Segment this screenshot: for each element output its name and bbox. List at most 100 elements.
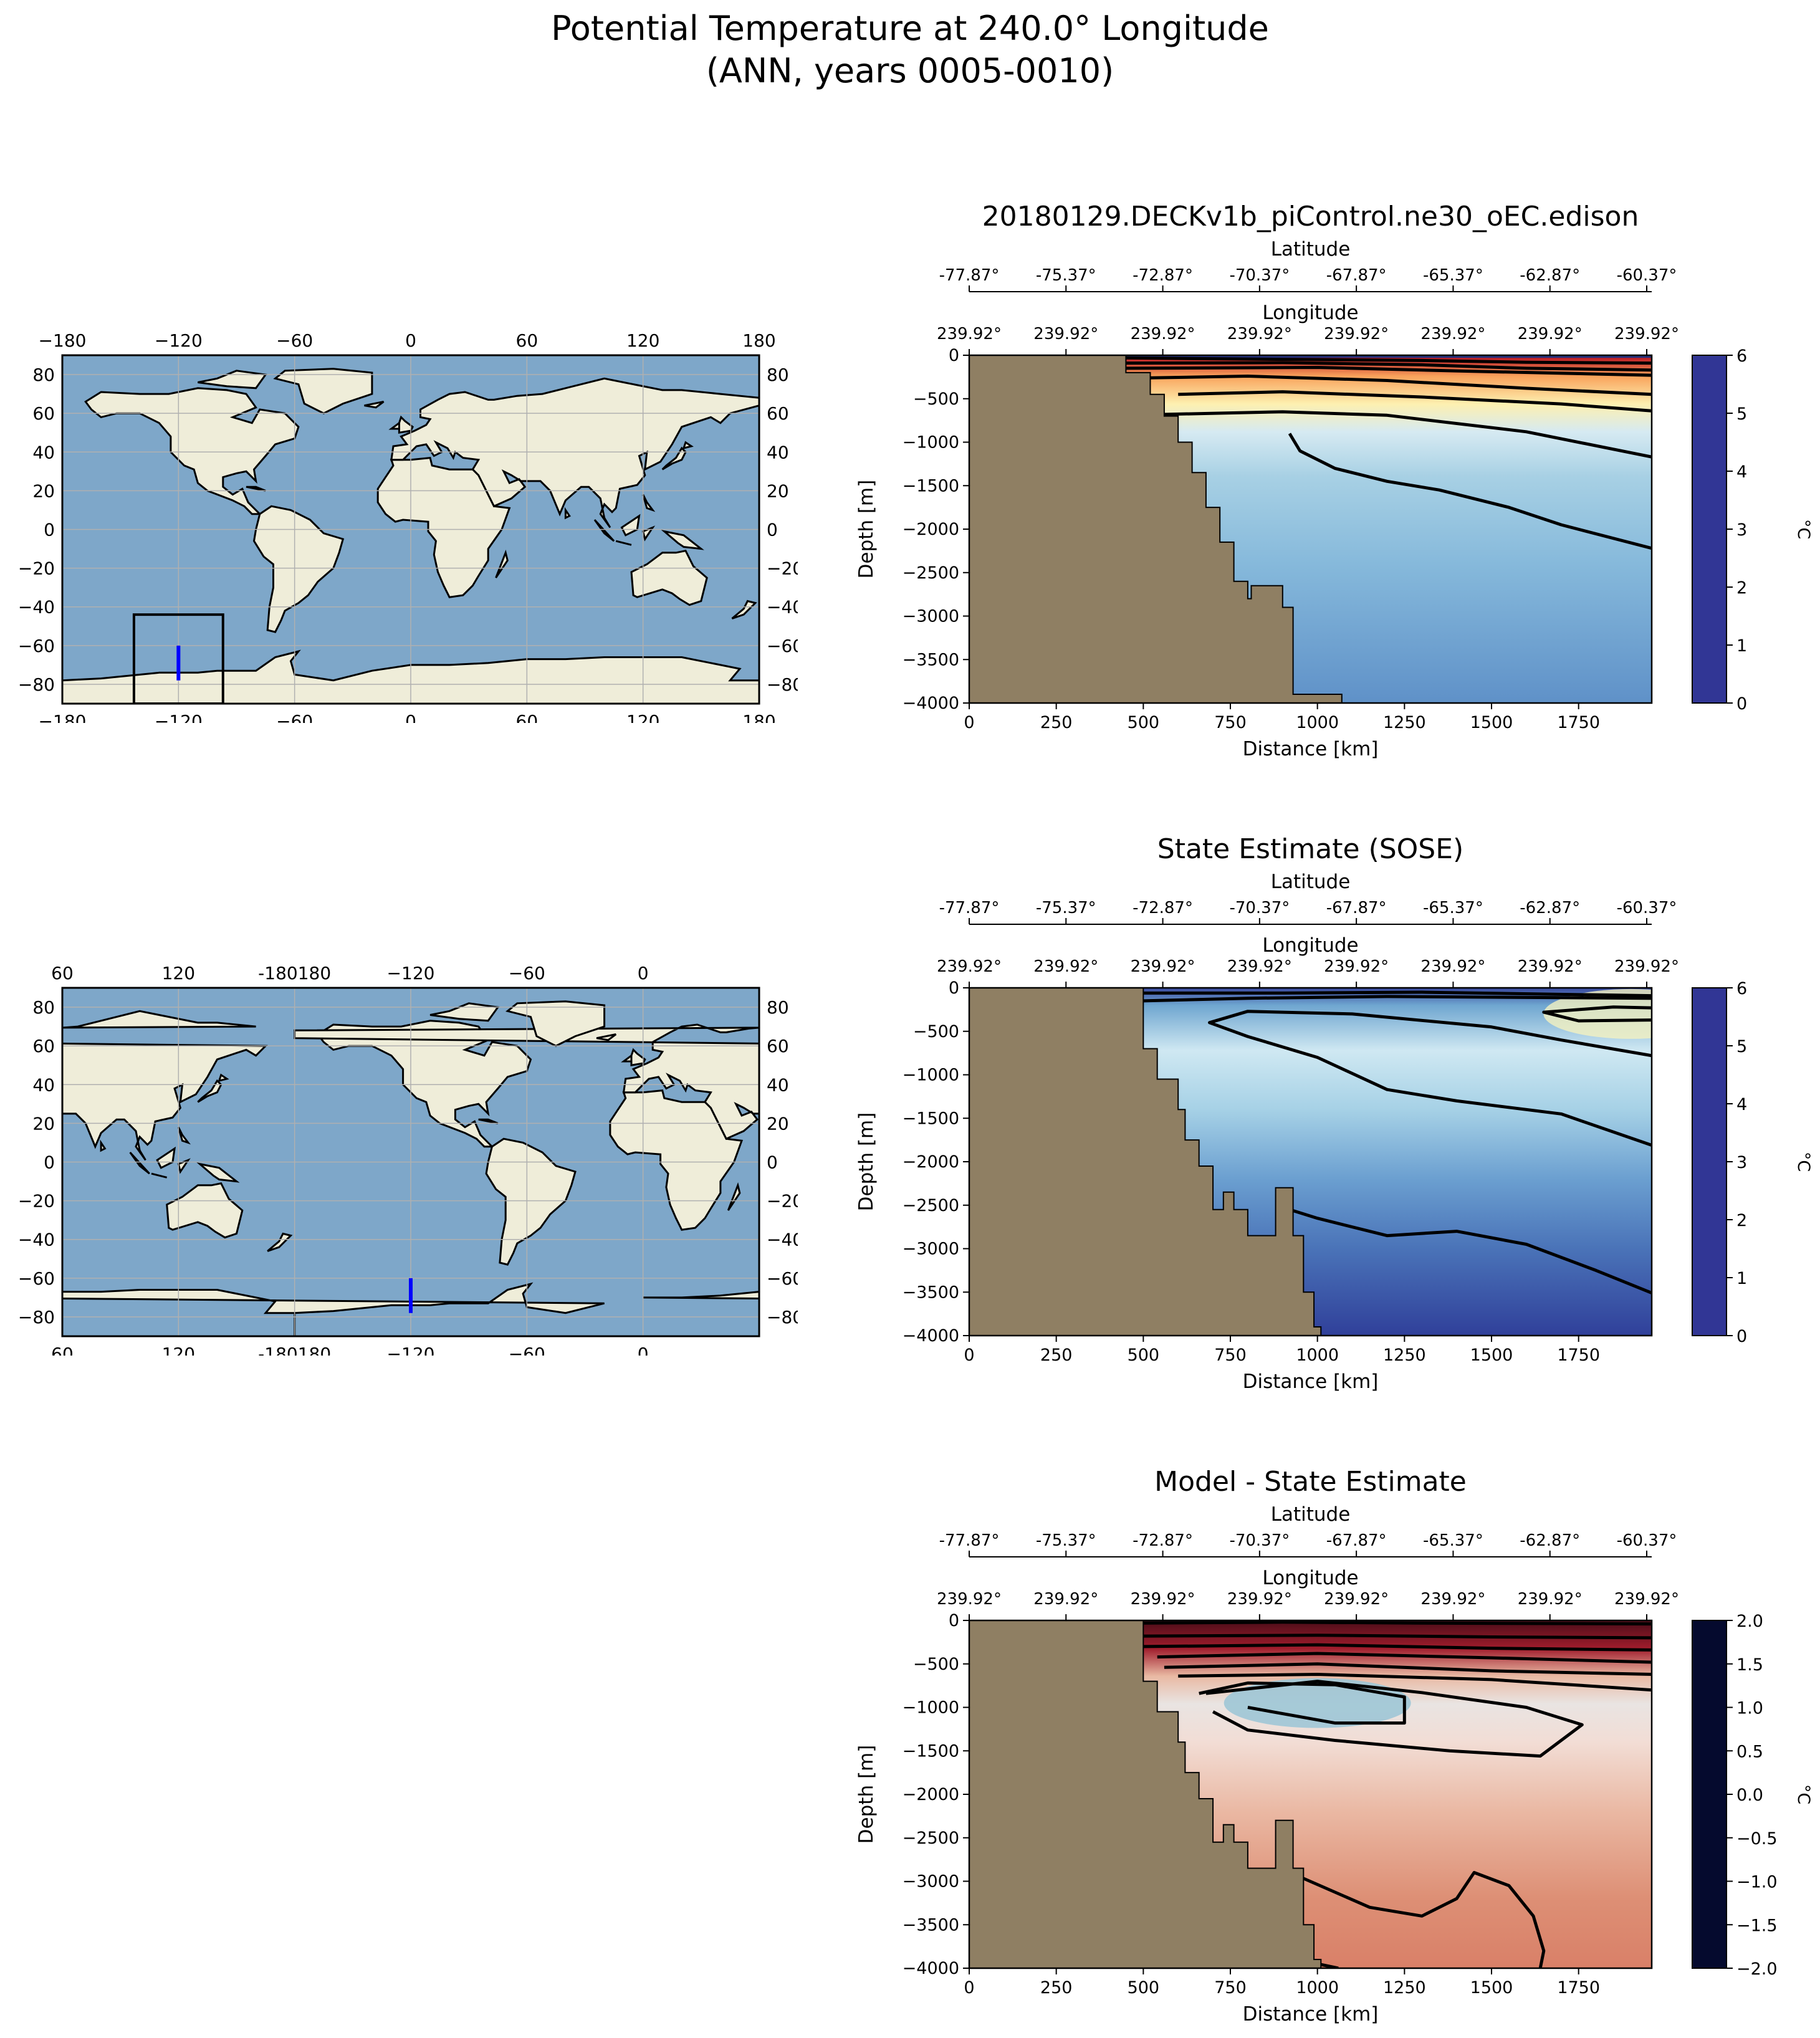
map-lon-tick-top: 60 — [516, 330, 539, 351]
longitude-axis-label: Longitude — [1262, 302, 1358, 324]
landmass — [390, 377, 759, 529]
contour-line — [1178, 1673, 1652, 1692]
section-title: State Estimate (SOSE) — [1157, 833, 1463, 865]
contour-line — [1178, 390, 1652, 413]
landmass — [661, 446, 687, 471]
map-lat-tick-left: −40 — [18, 1230, 55, 1250]
map-lat-tick-right: 80 — [767, 365, 789, 385]
latitude-tick-label: -67.87° — [1326, 266, 1387, 285]
contour-line — [1126, 366, 1652, 377]
colorbar-tick-label: −1.0 — [1736, 1873, 1778, 1892]
map-lat-tick-left: −60 — [18, 1268, 55, 1289]
x-tick-label: 1000 — [1296, 713, 1339, 732]
longitude-tick-label: 239.92° — [1131, 1590, 1195, 1609]
map-lat-tick-right: −60 — [767, 1268, 798, 1289]
map-lon-tick-top: 180 — [742, 330, 775, 351]
latitude-axis-label: Latitude — [1271, 1503, 1351, 1526]
contour-line — [1143, 1643, 1652, 1652]
contour-line — [1150, 375, 1652, 396]
longitude-tick-label: 239.92° — [1614, 957, 1679, 976]
colorbar-tick-label: 1 — [1736, 1269, 1747, 1288]
colorbar-tick-label: 4 — [1736, 1095, 1747, 1114]
y-tick-label: −2000 — [903, 1152, 959, 1172]
x-tick-label: 750 — [1214, 1978, 1247, 1997]
x-tick-label: 250 — [1040, 713, 1073, 732]
contour-line — [1164, 410, 1652, 459]
world-map-centered-0: −180 −120 −60 0 60 120 180 −180 −120 −60 0 60 120 180… — [18, 330, 798, 723]
latitude-tick-label: -67.87° — [1326, 899, 1387, 917]
longitude-tick-label: 239.92° — [1033, 1590, 1098, 1609]
colorbar-tick-label: −0.5 — [1736, 1829, 1778, 1849]
landmass — [84, 387, 300, 515]
seafloor-bathymetry — [969, 988, 1322, 1336]
latitude-tick-label: -70.37° — [1229, 266, 1290, 285]
colorbar-tick-label: 2.0 — [1736, 1612, 1763, 1631]
colorbar-label: °C — [1794, 1152, 1813, 1172]
latitude-axis-label: Latitude — [1271, 871, 1351, 893]
x-tick-label: 500 — [1128, 713, 1160, 732]
latitude-tick-label: -75.37° — [1036, 1531, 1096, 1550]
colorbar-tick-label: −1.5 — [1736, 1916, 1778, 1935]
contour-line — [1199, 1681, 1406, 1725]
x-tick-label: 750 — [1214, 713, 1247, 732]
map-lon-tick-top: 120 — [626, 330, 659, 351]
region-box — [132, 613, 224, 704]
contour-line — [1542, 1005, 1652, 1023]
longitude-tick-label: 239.92° — [1131, 325, 1195, 343]
landmass — [615, 540, 632, 546]
latitude-tick-label: -77.87° — [939, 1531, 1000, 1550]
landmass — [197, 1079, 223, 1103]
y-axis-label: Depth [m] — [855, 480, 878, 579]
land-layer — [62, 988, 759, 1336]
longitude-tick-label: 239.92° — [1518, 325, 1583, 343]
colorbar-tick-label: 0.0 — [1736, 1786, 1763, 1805]
map-frame — [61, 354, 760, 705]
latitude-tick-label: -65.37° — [1423, 266, 1483, 285]
landmass — [129, 1151, 150, 1175]
y-axis-label: Depth [m] — [855, 1745, 878, 1844]
map-lon-tick-bottom: −60 — [276, 711, 313, 723]
latitude-axis-label: Latitude — [1271, 238, 1351, 261]
colorbar-tick-label: 0.5 — [1736, 1742, 1763, 1761]
map-lon-tick-bottom: −180 — [39, 711, 87, 723]
x-tick-label: 750 — [1214, 1346, 1247, 1365]
x-tick-label: 1500 — [1470, 1346, 1513, 1365]
map-lat-tick-left: 0 — [44, 1152, 55, 1173]
x-tick-label: 1250 — [1383, 713, 1426, 732]
map-lat-tick-right: −80 — [767, 674, 798, 695]
y-tick-label: −2000 — [903, 520, 959, 539]
longitude-tick-label: 239.92° — [937, 1590, 1002, 1609]
colorbar-tick-label: 3 — [1736, 520, 1747, 540]
map-lat-tick-left: −20 — [18, 1191, 55, 1212]
longitude-tick-label: 239.92° — [1033, 957, 1098, 976]
x-axis-label: Distance [km] — [1243, 2003, 1379, 2026]
colorbar-tick-label: 1.0 — [1736, 1699, 1763, 1718]
colorbar — [1692, 355, 1727, 704]
colorbar-tick-label: 5 — [1736, 404, 1747, 424]
landmass — [564, 507, 571, 520]
latitude-tick-label: -72.87° — [1133, 899, 1193, 917]
colorbar-tick-label: −2.0 — [1736, 1959, 1778, 1979]
colorbar-tick-label: 5 — [1736, 1037, 1747, 1056]
map-frame — [61, 987, 760, 1337]
colorbar-tick-label: 1.5 — [1736, 1655, 1763, 1675]
contour-line — [1143, 1634, 1652, 1640]
map-lon-tick-top: -180180 — [258, 963, 331, 983]
colorbar-label: °C — [1794, 1784, 1813, 1804]
map-lat-tick-right: −20 — [767, 1191, 798, 1212]
map-lat-tick-left: 60 — [32, 1036, 55, 1056]
plot-area — [969, 988, 1652, 1336]
landmass — [177, 1126, 191, 1145]
map-lat-tick-right: −60 — [767, 636, 798, 656]
landmass — [505, 1000, 606, 1047]
y-tick-label: 0 — [949, 978, 959, 998]
contour-line — [1143, 1620, 1652, 1626]
y-tick-label: −2500 — [903, 1196, 959, 1215]
landmass — [731, 600, 757, 620]
map-lon-tick-top: 120 — [162, 963, 195, 983]
y-tick-label: −4000 — [903, 1326, 959, 1346]
x-tick-label: 1000 — [1296, 1978, 1339, 1997]
landmass — [364, 401, 385, 409]
map-lat-tick-right: 40 — [767, 1074, 789, 1095]
